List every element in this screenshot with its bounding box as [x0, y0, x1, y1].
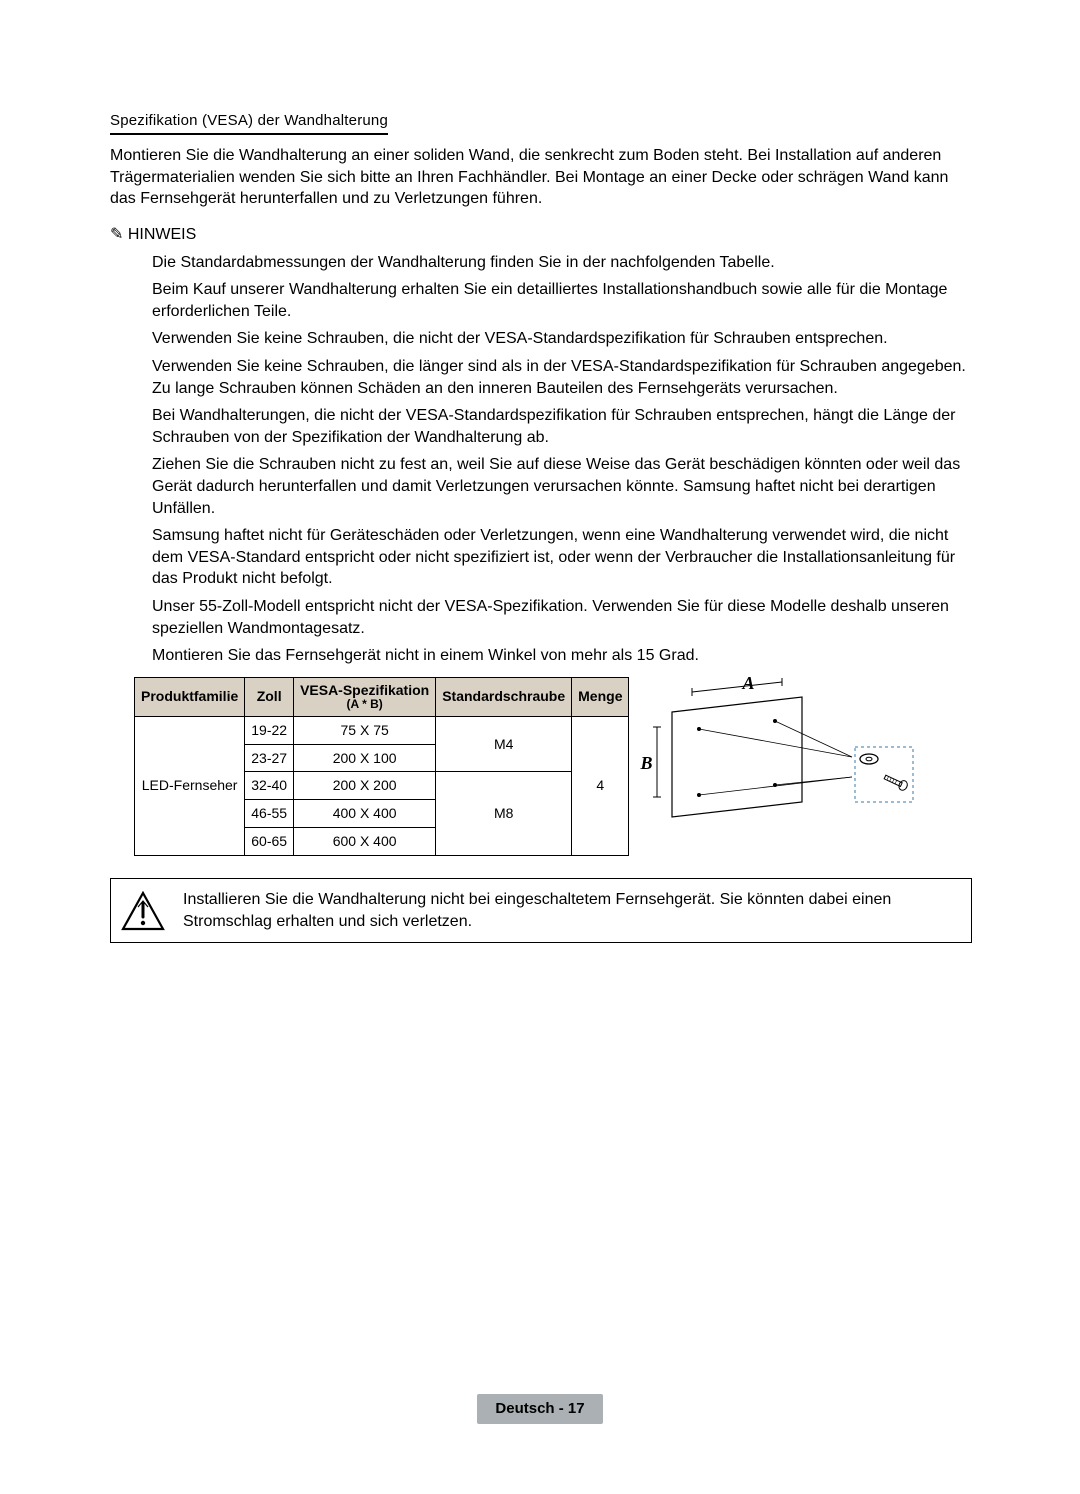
th-vesa: VESA-Spezifikation (A * B) [294, 677, 436, 716]
th-family: Produktfamilie [135, 677, 245, 716]
cell-vesa: 400 X 400 [294, 800, 436, 828]
th-vesa-sub: (A * B) [300, 698, 429, 712]
list-item: Verwenden Sie keine Schrauben, die nicht… [152, 328, 972, 350]
after-list-note: Montieren Sie das Fernsehgerät nicht in … [152, 645, 972, 667]
list-item: Bei Wandhalterungen, die nicht der VESA-… [152, 405, 972, 448]
section-title: Spezifikation (VESA) der Wandhalterung [110, 111, 388, 135]
th-zoll: Zoll [245, 677, 294, 716]
diagram-label-b: B [640, 751, 652, 775]
cell-qty: 4 [572, 716, 629, 855]
cell-zoll: 32-40 [245, 772, 294, 800]
list-item: Ziehen Sie die Schrauben nicht zu fest a… [152, 454, 972, 519]
bullet-list: Die Standardabmessungen der Wandhalterun… [152, 252, 972, 640]
th-screw: Standardschraube [436, 677, 572, 716]
warning-box: Installieren Sie die Wandhalterung nicht… [110, 878, 972, 943]
cell-zoll: 46-55 [245, 800, 294, 828]
list-item: Beim Kauf unserer Wandhalterung erhalten… [152, 279, 972, 322]
hinweis-label: ✎ HINWEIS [110, 224, 972, 246]
intro-paragraph: Montieren Sie die Wandhalterung an einer… [110, 145, 972, 210]
th-vesa-main: VESA-Spezifikation [300, 682, 429, 698]
list-item: Unser 55-Zoll-Modell entspricht nicht de… [152, 596, 972, 639]
cell-zoll: 19-22 [245, 716, 294, 744]
cell-family: LED-Fernseher [135, 716, 245, 855]
warning-icon [121, 891, 165, 931]
list-item: Verwenden Sie keine Schrauben, die länge… [152, 356, 972, 399]
list-item: Samsung haftet nicht für Geräteschäden o… [152, 525, 972, 590]
table-row: LED-Fernseher 19-22 75 X 75 M4 4 [135, 716, 629, 744]
cell-vesa: 75 X 75 [294, 716, 436, 744]
th-qty: Menge [572, 677, 629, 716]
page-footer: Deutsch - 17 [0, 1394, 1080, 1424]
cell-vesa: 200 X 100 [294, 744, 436, 772]
list-item: Die Standardabmessungen der Wandhalterun… [152, 252, 972, 274]
cell-screw: M4 [436, 716, 572, 772]
cell-zoll: 60-65 [245, 828, 294, 856]
mount-diagram: A B [637, 677, 922, 842]
warning-text: Installieren Sie die Wandhalterung nicht… [183, 889, 959, 932]
footer-badge: Deutsch - 17 [477, 1394, 602, 1424]
vesa-table: Produktfamilie Zoll VESA-Spezifikation (… [134, 677, 629, 856]
cell-zoll: 23-27 [245, 744, 294, 772]
cell-vesa: 200 X 200 [294, 772, 436, 800]
diagram-label-a: A [742, 671, 754, 695]
cell-screw: M8 [436, 772, 572, 856]
cell-vesa: 600 X 400 [294, 828, 436, 856]
